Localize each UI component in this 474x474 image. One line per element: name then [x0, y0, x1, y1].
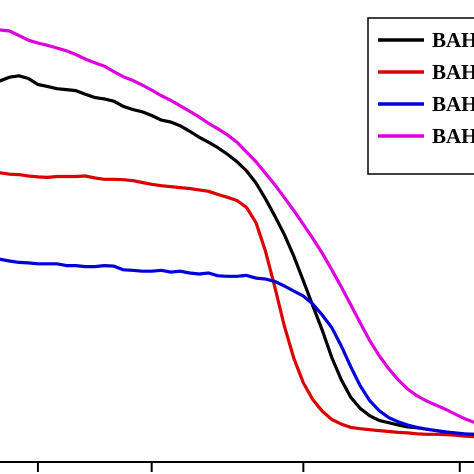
legend-label-3: BAH: [432, 92, 474, 116]
series-line-4: [0, 28, 474, 424]
axes: [0, 461, 474, 472]
legend-items: BAH BAH BAH BAH: [378, 28, 474, 148]
series-group: [0, 28, 474, 439]
legend-label-4: BAH: [432, 124, 474, 148]
series-line-2: [0, 171, 474, 439]
series-line-3: [0, 257, 474, 436]
legend-box: [367, 17, 474, 175]
legend-label-2: BAH: [432, 60, 474, 84]
legend: BAH BAH BAH BAH: [367, 17, 474, 175]
series-line-1: [0, 74, 474, 436]
legend-label-1: BAH: [432, 28, 474, 52]
